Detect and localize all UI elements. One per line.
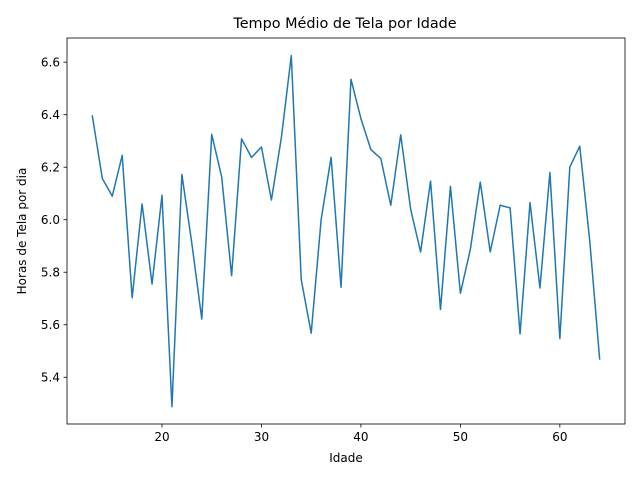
series-layer — [91, 54, 601, 408]
y-axis-ticks: 5.4 5.6 5.8 6.0 6.2 6.4 6.6 — [41, 55, 67, 385]
x-tick-label: 50 — [453, 430, 468, 444]
y-tick-label: 5.6 — [41, 318, 60, 332]
x-axis-ticks: 20 30 40 50 60 — [154, 424, 567, 444]
x-tick-label: 60 — [552, 430, 567, 444]
x-axis-label: Idade — [329, 451, 363, 465]
x-tick-label: 40 — [353, 430, 368, 444]
chart-title: Tempo Médio de Tela por Idade — [232, 16, 456, 32]
y-tick-label: 6.0 — [41, 213, 60, 227]
series-line-0 — [91, 54, 601, 408]
plot-area — [66, 37, 626, 425]
y-tick-label: 6.4 — [41, 108, 60, 122]
y-tick-label: 5.4 — [41, 371, 60, 385]
axes-frame — [66, 37, 626, 425]
y-tick-label: 6.6 — [41, 55, 60, 69]
y-tick-label: 6.2 — [41, 160, 60, 174]
x-tick-label: 20 — [154, 430, 169, 444]
y-tick-label: 5.8 — [41, 266, 60, 280]
y-axis-label: Horas de Tela por dia — [15, 168, 29, 295]
x-tick-label: 30 — [254, 430, 269, 444]
